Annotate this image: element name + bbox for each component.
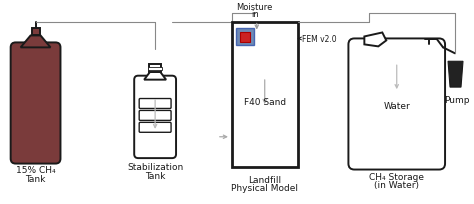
Text: Physical Model: Physical Model [231,184,298,193]
Text: Landfill: Landfill [248,175,281,184]
Bar [232,22,298,167]
Text: FEM v2.0: FEM v2.0 [299,35,336,44]
Bar [233,63,297,166]
Bar [149,64,161,72]
FancyBboxPatch shape [348,39,445,170]
Polygon shape [448,62,463,88]
FancyBboxPatch shape [10,43,61,164]
FancyBboxPatch shape [139,111,171,121]
Text: Tank: Tank [26,174,46,183]
Text: Moisture: Moisture [237,3,273,12]
Text: Pump: Pump [444,96,470,104]
Text: Water: Water [383,101,410,110]
Polygon shape [144,72,166,80]
Text: Stabilization: Stabilization [127,162,183,171]
Bar [148,67,162,70]
Bar [32,28,39,36]
Text: (in Water): (in Water) [374,181,419,190]
FancyBboxPatch shape [134,76,176,158]
Text: F40 Sand: F40 Sand [244,98,286,107]
Polygon shape [365,33,386,47]
FancyBboxPatch shape [139,123,171,133]
Text: 15% CH₄: 15% CH₄ [16,165,55,174]
Polygon shape [21,36,51,48]
Text: Tank: Tank [145,171,165,180]
FancyBboxPatch shape [139,99,171,109]
Bar [240,33,250,43]
Text: CH₄ Storage: CH₄ Storage [369,172,424,181]
Text: in: in [251,10,259,19]
Bar [236,28,254,46]
